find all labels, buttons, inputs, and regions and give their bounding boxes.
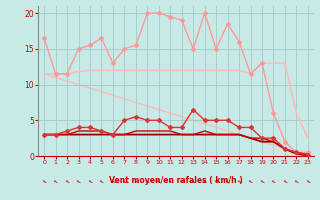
- Text: ←: ←: [144, 178, 151, 184]
- Text: ←: ←: [167, 178, 173, 184]
- Text: ←: ←: [64, 178, 70, 184]
- Text: ←: ←: [132, 178, 139, 184]
- Text: ←: ←: [201, 178, 208, 184]
- Text: ←: ←: [75, 178, 82, 184]
- Text: ←: ←: [282, 178, 288, 184]
- Text: ←: ←: [224, 178, 231, 184]
- Text: ←: ←: [190, 178, 196, 184]
- Text: ←: ←: [247, 178, 254, 184]
- Text: ←: ←: [270, 178, 277, 184]
- Text: ←: ←: [52, 178, 59, 184]
- Text: ←: ←: [259, 178, 265, 184]
- Text: ←: ←: [236, 178, 242, 184]
- Text: ←: ←: [156, 178, 162, 184]
- Text: ←: ←: [87, 178, 93, 184]
- Text: ←: ←: [110, 178, 116, 184]
- Text: ←: ←: [305, 178, 311, 184]
- Text: ←: ←: [293, 178, 300, 184]
- Text: ←: ←: [41, 178, 47, 184]
- X-axis label: Vent moyen/en rafales ( km/h ): Vent moyen/en rafales ( km/h ): [109, 176, 243, 185]
- Text: ←: ←: [179, 178, 185, 184]
- Text: ←: ←: [121, 178, 128, 184]
- Text: ←: ←: [98, 178, 105, 184]
- Text: ←: ←: [213, 178, 220, 184]
